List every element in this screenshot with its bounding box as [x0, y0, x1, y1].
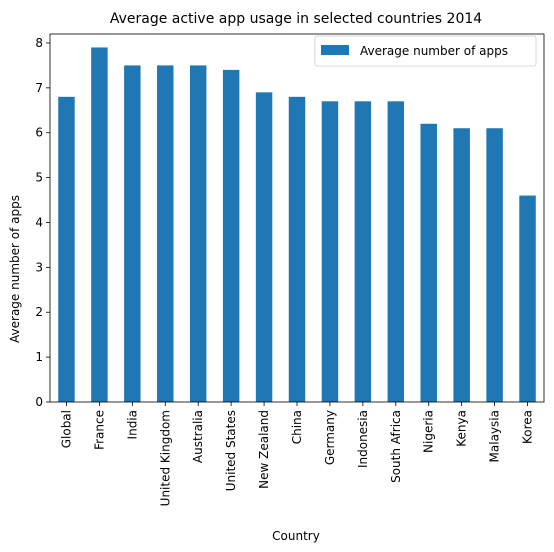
bar-china [288, 96, 306, 402]
x-tick-label: Indonesia [356, 410, 370, 468]
x-tick-label: New Zealand [257, 410, 271, 489]
x-tick-label: Kenya [455, 410, 469, 447]
bar-united-kingdom [157, 65, 174, 402]
x-tick-label: France [92, 410, 106, 450]
x-tick-label: United States [224, 410, 238, 491]
y-tick-label: 4 [35, 215, 43, 229]
x-tick-label: China [290, 410, 304, 444]
bar-nigeria [420, 123, 437, 402]
x-tick-label: Germany [323, 410, 337, 465]
bar-malaysia [486, 128, 503, 402]
y-tick-label: 7 [35, 81, 43, 95]
bar-global [58, 96, 75, 402]
x-axis: Global France India United Kingdom Australia… [59, 402, 535, 506]
y-axis-label: Average number of apps [8, 195, 22, 343]
bar-france [91, 47, 108, 403]
bar-kenya [453, 128, 470, 402]
x-tick-label: India [125, 410, 139, 439]
y-tick-label: 6 [35, 126, 43, 140]
x-tick-label: South Africa [389, 410, 403, 483]
x-tick-label: Australia [191, 410, 205, 463]
bar-south-africa [387, 101, 405, 402]
bar-germany [321, 101, 339, 402]
bar-india [124, 65, 141, 402]
y-tick-label: 2 [35, 305, 43, 319]
x-tick-label: Nigeria [422, 410, 436, 453]
chart-title: Average active app usage in selected cou… [110, 11, 482, 27]
bar-indonesia [354, 101, 372, 402]
legend: Average number of apps [314, 35, 537, 67]
y-tick-label: 5 [35, 171, 43, 185]
legend-swatch [321, 45, 349, 55]
x-tick-label: Korea [521, 410, 535, 444]
y-tick-label: 8 [35, 36, 43, 50]
x-tick-label: Malaysia [488, 410, 502, 462]
y-axis: 0 1 2 3 4 5 6 7 8 [35, 36, 50, 409]
bar-korea [519, 195, 536, 402]
legend-box [314, 35, 537, 67]
plot-frame [49, 33, 545, 403]
bar-united-states [222, 69, 240, 402]
x-tick-label: Global [59, 410, 73, 448]
x-axis-label: Country [272, 529, 320, 543]
y-tick-label: 3 [35, 260, 43, 274]
y-tick-label: 1 [35, 350, 43, 364]
legend-label: Average number of apps [360, 44, 508, 58]
bars-group [58, 47, 536, 403]
bar-new-zealand [255, 92, 273, 402]
x-tick-label: United Kingdom [158, 410, 172, 506]
y-tick-label: 0 [35, 395, 43, 409]
bar-australia [189, 65, 207, 402]
